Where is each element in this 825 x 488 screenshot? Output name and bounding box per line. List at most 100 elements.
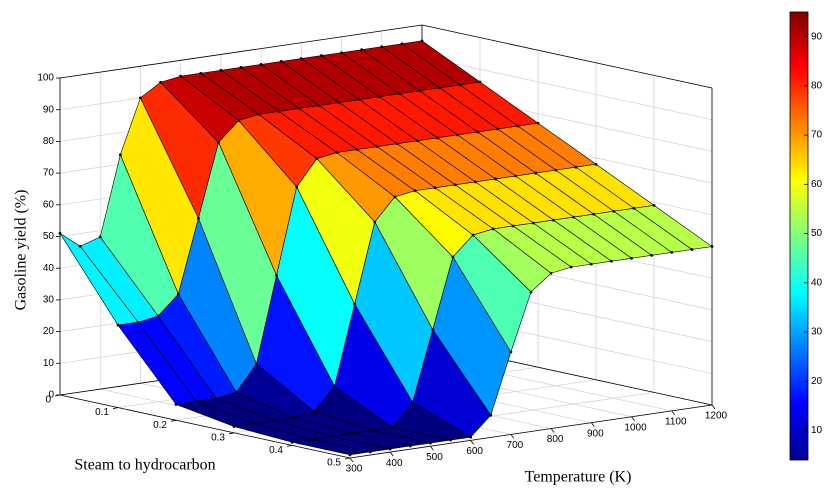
surface-vertex [320, 54, 323, 57]
z-tick-label: 40 [43, 263, 55, 274]
y-tick-label: 0.5 [327, 458, 341, 469]
colorbar-tick-label: 90 [811, 31, 823, 42]
y-tick-label: 0.1 [95, 407, 109, 418]
x-tick [389, 451, 394, 457]
surface-vertex [408, 444, 412, 448]
z-tick-label: 60 [43, 199, 55, 210]
surface-vertex [237, 119, 241, 122]
surface-vertex [348, 453, 352, 457]
surface-vertex [197, 216, 200, 220]
colorbar [789, 11, 809, 461]
surface-vertex [413, 189, 417, 193]
x-tick-label: 600 [466, 446, 483, 457]
surface-vertex [429, 441, 432, 445]
surface-vertex [333, 384, 336, 388]
surface-vertex [259, 63, 263, 66]
z-axis-label: Gasoline yield (%) [13, 190, 30, 311]
surface-vertex [357, 98, 361, 102]
x-tick [711, 404, 716, 410]
surface-vertex [252, 422, 256, 425]
x-tick-label: 400 [386, 458, 403, 469]
surface-vertex [393, 195, 397, 199]
x-tick [631, 416, 635, 422]
x-tick-label: 1000 [624, 422, 647, 433]
surface-vertex [652, 203, 656, 207]
surface-vertex [594, 162, 598, 166]
y-tick-label: 0.3 [211, 432, 225, 443]
surface-vertex [313, 410, 316, 413]
surface-vertex [340, 51, 343, 55]
surface-vertex [391, 426, 394, 429]
surface-vertex [511, 224, 515, 228]
colorbar-tick-label: 50 [811, 228, 823, 239]
z-tick-label: 30 [43, 295, 55, 306]
surface-vertex [420, 39, 424, 43]
surface-vertex [337, 101, 341, 104]
surface-vertex [330, 434, 334, 438]
surface-vertex [438, 86, 442, 90]
surface-vertex [380, 45, 384, 49]
surface-vertex [458, 83, 462, 87]
colorbar-tick-label: 10 [811, 425, 823, 436]
surface-vertex [239, 65, 243, 69]
surface-vertex [436, 136, 439, 140]
y-tick-label: 0.4 [269, 445, 283, 456]
surface [58, 39, 714, 457]
x-tick [349, 457, 354, 463]
surface-vertex [589, 262, 593, 266]
surface-vertex [418, 89, 422, 93]
surface-vertex [478, 80, 482, 84]
surface-vertex [156, 314, 160, 318]
x-tick-label: 700 [507, 440, 524, 451]
axis-box [349, 404, 713, 459]
surface-vertex [116, 323, 120, 327]
surface-vertex [194, 400, 198, 403]
surface-vertex [378, 95, 381, 99]
surface-vertex [690, 248, 694, 251]
surface-vertex [139, 96, 142, 100]
surface-vertex [491, 227, 495, 231]
surface-vertex [255, 362, 258, 366]
surface-vertex [360, 48, 364, 52]
x-tick-label: 1100 [665, 417, 687, 428]
z-tick-label: 100 [37, 73, 54, 84]
surface-vertex [98, 235, 102, 239]
surface-vertex [549, 271, 553, 275]
surface-vertex [297, 107, 301, 110]
surface-vertex [650, 253, 654, 257]
surface-vertex [214, 397, 218, 400]
surface-vertex [509, 350, 513, 354]
surface-vertex [433, 186, 437, 190]
surface-vertex [451, 255, 455, 259]
surface-vertex [415, 139, 419, 143]
surface-vertex [476, 130, 480, 134]
surface-vertex [174, 402, 178, 406]
surface-vertex [219, 68, 223, 72]
surface-vertex [217, 141, 220, 144]
z-tick-label: 20 [43, 326, 55, 337]
colorbar-tick-label: 80 [811, 80, 823, 91]
surface-vertex [710, 245, 714, 248]
x-tick-label: 800 [547, 434, 564, 445]
surface-vertex [136, 320, 140, 324]
x-tick-label: 500 [426, 452, 443, 463]
surface-vertex [375, 145, 379, 149]
surface-vertex [552, 218, 555, 222]
z-tick-label: 80 [43, 136, 55, 147]
surface-vertex [257, 112, 261, 116]
surface-vertex [58, 231, 62, 235]
z-tick-label: 0 [48, 390, 54, 401]
surface-vertex [232, 425, 236, 428]
surface-vertex [514, 174, 517, 178]
surface-vertex [299, 57, 303, 60]
surface-vertex [612, 209, 616, 213]
surface-vertex [471, 233, 475, 237]
surface-vertex [572, 215, 575, 219]
surface-vertex [335, 151, 339, 154]
surface-vertex [398, 92, 401, 96]
surface-vertex [592, 212, 596, 216]
colorbar-tick-label: 30 [811, 327, 823, 338]
surface-vertex [176, 292, 180, 296]
surface-vertex [453, 183, 457, 187]
